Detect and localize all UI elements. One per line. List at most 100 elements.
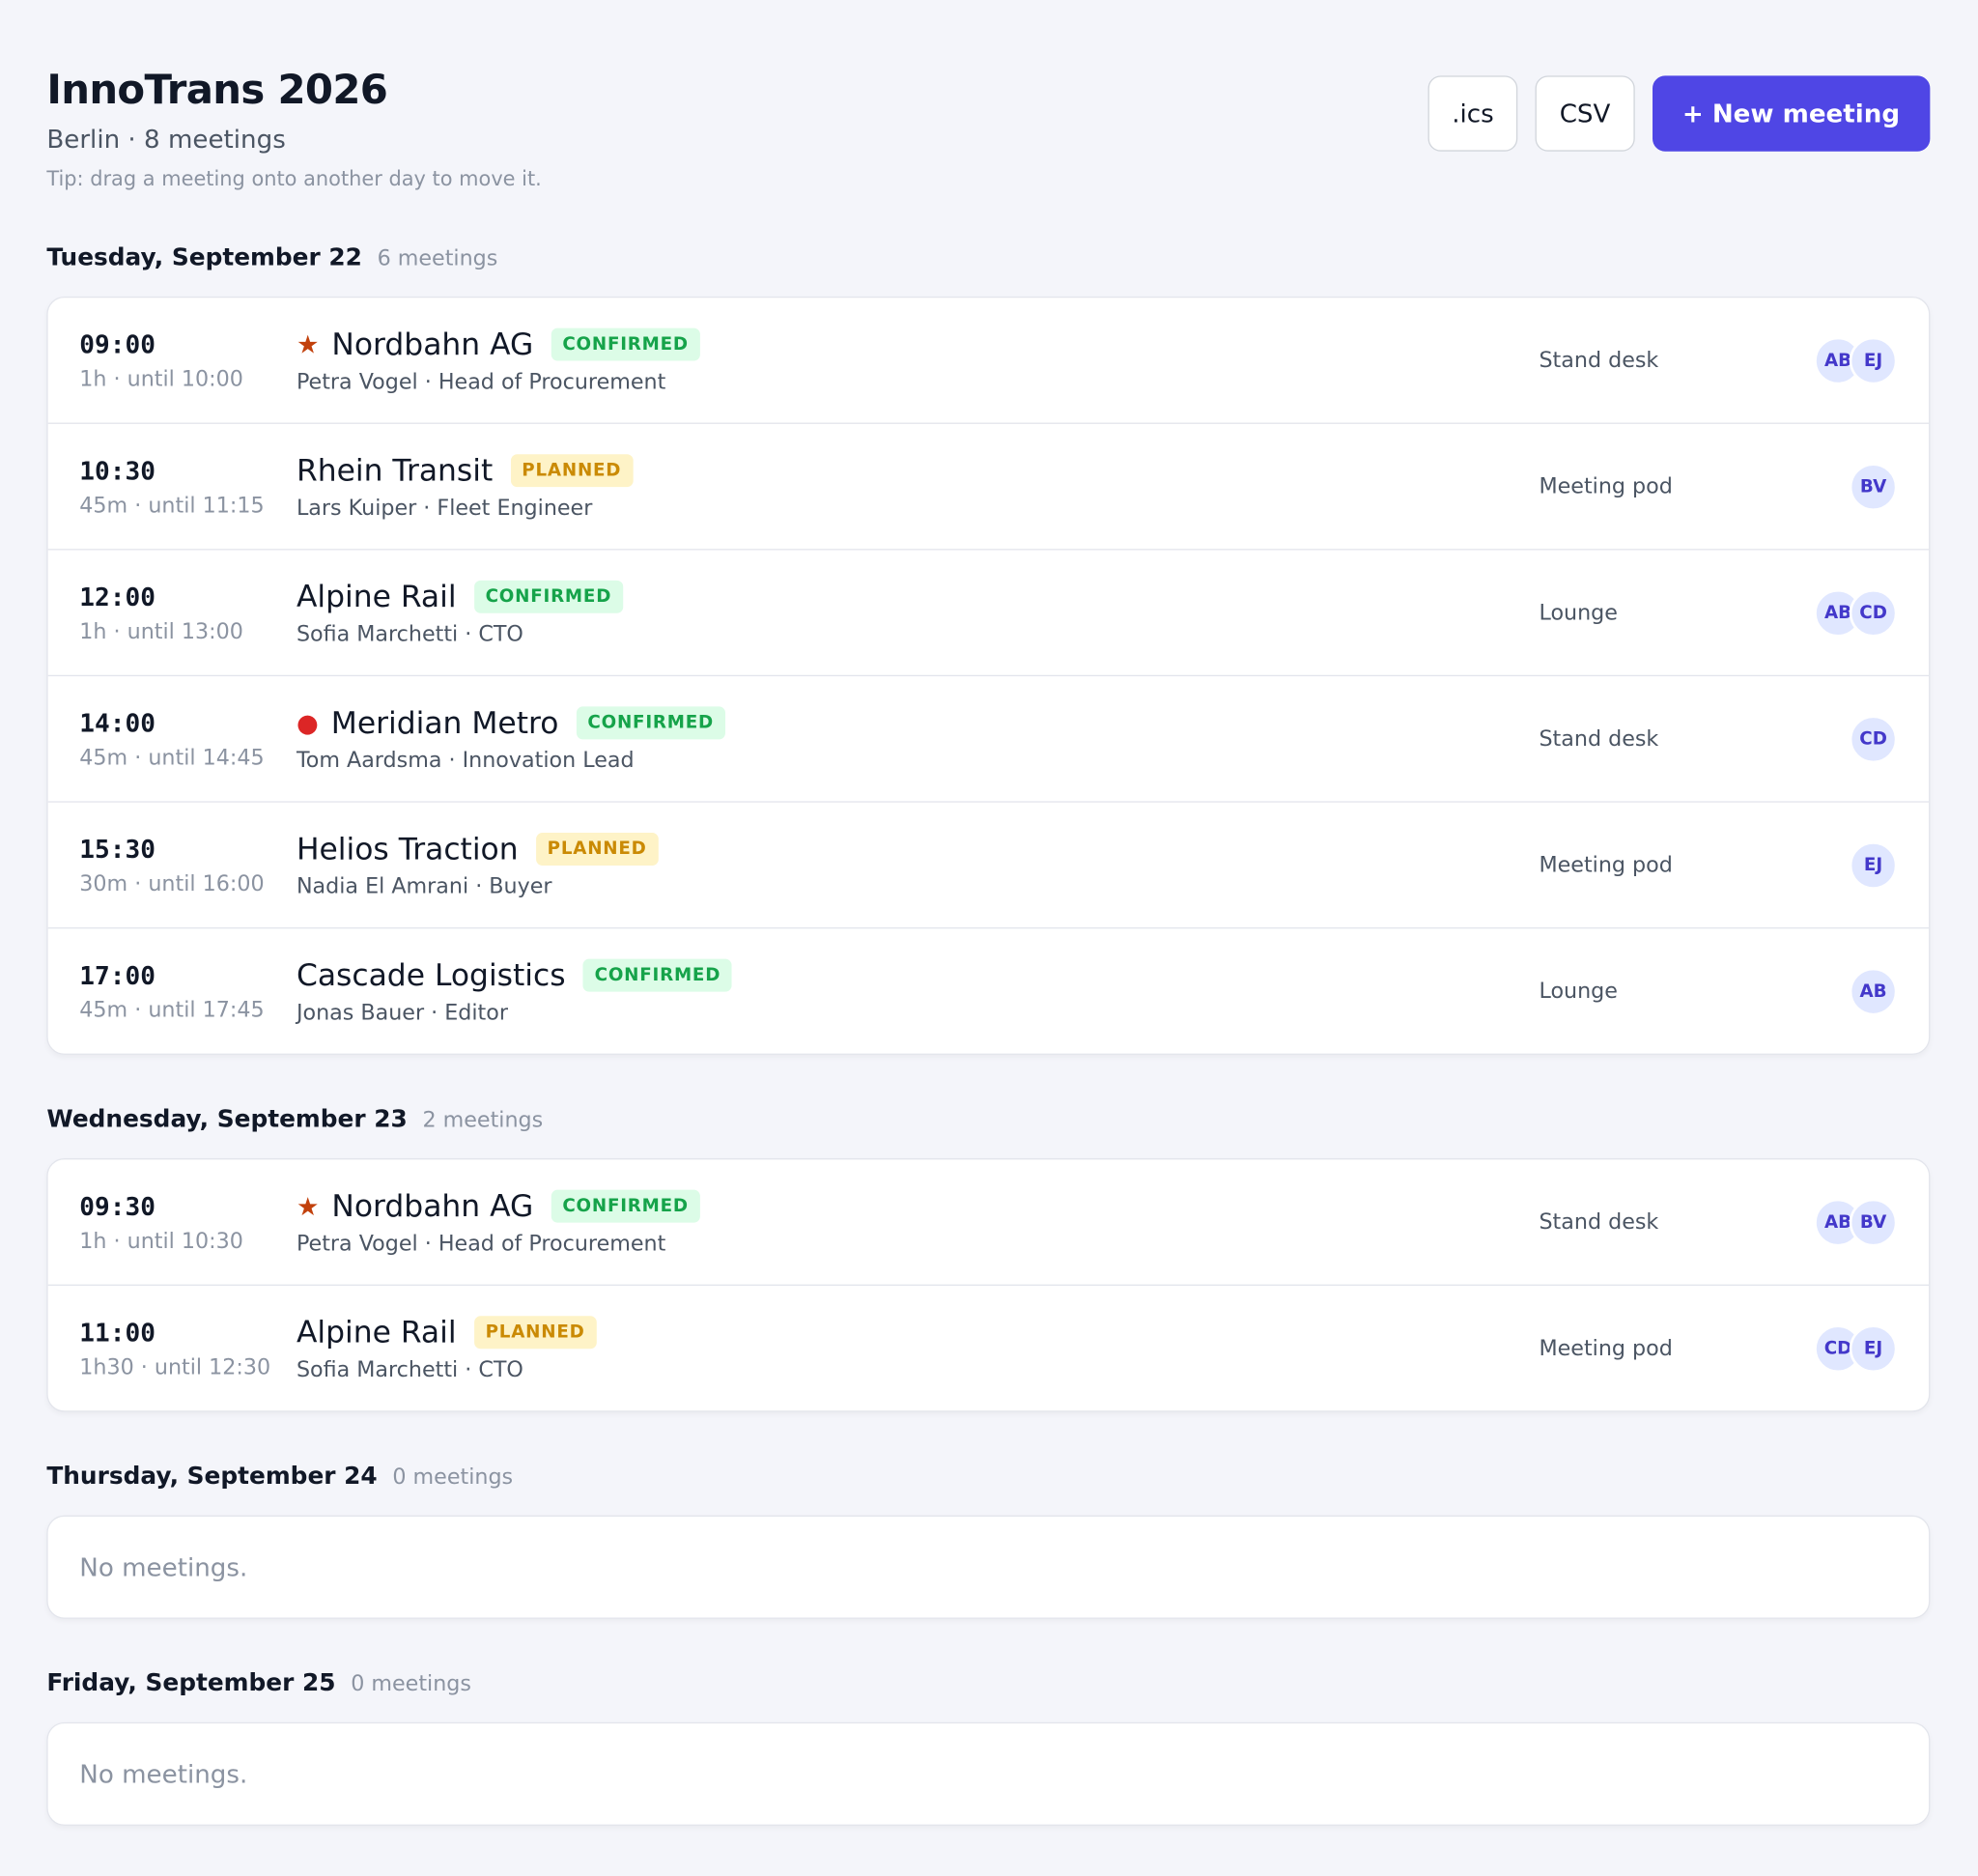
time-column: 14:00 45m · until 14:45	[79, 707, 297, 770]
time-column: 12:00 1h · until 13:00	[79, 581, 297, 643]
status-badge: PLANNED	[473, 1315, 597, 1349]
meeting-main: ★ Nordbahn AG CONFIRMED Petra Vogel · Head …	[296, 1187, 1540, 1257]
company: Rhein Transit	[296, 452, 494, 488]
company: Alpine Rail	[296, 1314, 457, 1350]
duration: 1h · until 10:30	[79, 1228, 243, 1254]
day-title: Wednesday, September 23	[46, 1105, 408, 1133]
day-header: Friday, September 25 0 meetings	[46, 1669, 1930, 1705]
avatar: EJ	[1849, 336, 1898, 384]
meeting-main: Cascade Logistics CONFIRMED Jonas Bauer · …	[296, 956, 1540, 1025]
title-line: Alpine Rail CONFIRMED	[297, 579, 1540, 613]
meeting-row[interactable]: 14:00 45m · until 14:45 ● Meridian Metro CON…	[47, 674, 1930, 802]
company: Cascade Logistics	[296, 956, 566, 993]
status-badge: PLANNED	[510, 453, 634, 487]
export-csv-button[interactable]: CSV	[1535, 75, 1635, 152]
new-meeting-button[interactable]: + New meeting	[1652, 75, 1931, 152]
meeting-row[interactable]: 11:00 1h30 · until 12:30 Alpine Rail PLANNE…	[47, 1284, 1930, 1411]
meeting-row[interactable]: 09:30 1h · until 10:30 ★ Nordbahn AG CONFIRM…	[48, 1159, 1929, 1284]
duration: 1h · until 13:00	[79, 618, 243, 644]
company: Nordbahn AG	[331, 1187, 534, 1224]
marker: ★	[296, 1190, 320, 1221]
day-count: 2 meetings	[422, 1107, 544, 1133]
meeting-row[interactable]: 15:30 30m · until 16:00 Helios Traction PLA…	[47, 801, 1930, 927]
day-header: Wednesday, September 23 2 meetings	[46, 1105, 1930, 1141]
avatar: CD	[1849, 714, 1898, 763]
time-column: 11:00 1h30 · until 12:30	[79, 1317, 297, 1379]
status-badge: CONFIRMED	[551, 327, 700, 360]
day-count: 0 meetings	[392, 1464, 514, 1491]
location: Stand desk	[1539, 347, 1659, 373]
meeting-main: ● Meridian Metro CONFIRMED Tom Aardsma · In…	[297, 704, 1540, 773]
start-time: 09:00	[79, 328, 155, 359]
avatar: EJ	[1849, 1323, 1898, 1373]
status-badge: CONFIRMED	[576, 705, 725, 739]
duration: 45m · until 17:45	[79, 997, 265, 1023]
contact: Petra Vogel · Head of Procurement	[296, 1231, 666, 1257]
day-title: Thursday, September 24	[46, 1462, 378, 1491]
duration: 1h · until 10:00	[79, 366, 243, 392]
export-ics-button[interactable]: .ics	[1427, 75, 1518, 152]
meeting-main: Alpine Rail PLANNED Sofia Marchetti · CTO	[297, 1314, 1540, 1382]
empty-state: No meetings.	[79, 1551, 248, 1582]
avatar: BV	[1849, 1198, 1898, 1246]
day-card[interactable]: 09:00 1h · until 10:00 ★ Nordbahn AG CONFIRM…	[46, 296, 1931, 1055]
time-column: 09:00 1h · until 10:00	[79, 328, 297, 391]
contact: Sofia Marchetti · CTO	[296, 1356, 523, 1382]
day-header: Tuesday, September 22 6 meetings	[46, 243, 1930, 279]
title-line: ● Meridian Metro CONFIRMED	[297, 704, 1540, 740]
attendees: AB EJ	[1814, 336, 1898, 384]
location: Meeting pod	[1539, 852, 1673, 878]
duration: 45m · until 11:15	[79, 493, 265, 519]
day-count: 6 meetings	[377, 245, 498, 271]
meeting-row[interactable]: 09:00 1h · until 10:00 ★ Nordbahn AG CONFIRM…	[48, 298, 1929, 422]
time-column: 17:00 45m · until 17:45	[79, 959, 297, 1022]
time-column: 15:30 30m · until 16:00	[79, 834, 297, 896]
day-card[interactable]: 09:30 1h · until 10:30 ★ Nordbahn AG CONFIRM…	[46, 1158, 1931, 1412]
title-line: ★ Nordbahn AG CONFIRMED	[296, 1187, 1540, 1224]
location: Meeting pod	[1539, 1335, 1673, 1361]
avatar: EJ	[1849, 840, 1898, 890]
meeting-row[interactable]: 17:00 45m · until 17:45 Cascade Logistics C…	[47, 926, 1930, 1054]
day-card[interactable]: No meetings.	[46, 1721, 1931, 1826]
attendees: CD	[1817, 714, 1898, 763]
contact: Petra Vogel · Head of Procurement	[296, 369, 666, 395]
contact: Nadia El Amrani · Buyer	[296, 873, 552, 899]
status-badge: CONFIRMED	[473, 580, 623, 613]
title-line: Alpine Rail PLANNED	[297, 1314, 1540, 1350]
title-line: Helios Traction PLANNED	[297, 831, 1540, 867]
attendees: EJ	[1817, 840, 1898, 890]
avatar: BV	[1849, 462, 1898, 511]
title-line: Rhein Transit PLANNED	[297, 452, 1540, 488]
attendees: AB BV	[1814, 1198, 1898, 1246]
tip: Tip: drag a meeting onto another day to …	[46, 166, 542, 191]
avatar: CD	[1849, 588, 1898, 637]
location: Stand desk	[1539, 725, 1659, 752]
meeting-row[interactable]: 12:00 1h · until 13:00 Alpine Rail CONFIRME…	[47, 549, 1930, 675]
start-time: 10:30	[79, 454, 155, 486]
attendees: AB CD	[1814, 588, 1898, 637]
day-header: Thursday, September 24 0 meetings	[46, 1463, 1930, 1498]
location: Lounge	[1539, 978, 1618, 1005]
meeting-row[interactable]: 10:30 45m · until 11:15 Rhein Transit PLANN…	[47, 422, 1930, 550]
start-time: 11:00	[79, 1316, 155, 1348]
meeting-main: Alpine Rail CONFIRMED Sofia Marchetti · CT…	[297, 579, 1540, 646]
time-column: 09:30 1h · until 10:30	[79, 1190, 297, 1253]
location: Meeting pod	[1539, 473, 1673, 499]
status-badge: PLANNED	[535, 832, 659, 866]
contact: Lars Kuiper · Fleet Engineer	[296, 495, 593, 521]
time-column: 10:30 45m · until 11:15	[79, 455, 297, 518]
duration: 45m · until 14:45	[79, 745, 265, 771]
location: Lounge	[1539, 600, 1618, 626]
day-count: 0 meetings	[351, 1671, 471, 1697]
title-line: Cascade Logistics CONFIRMED	[296, 956, 1540, 993]
status-badge: CONFIRMED	[582, 957, 732, 991]
company: Nordbahn AG	[331, 326, 534, 362]
company: Meridian Metro	[330, 704, 559, 741]
subtitle: Berlin · 8 meetings	[46, 123, 286, 155]
contact: Tom Aardsma · Innovation Lead	[296, 747, 635, 773]
day-card[interactable]: No meetings.	[46, 1515, 1931, 1619]
toolbar: .ics CSV + New meeting	[1427, 75, 1931, 152]
empty-state: No meetings.	[79, 1758, 248, 1790]
